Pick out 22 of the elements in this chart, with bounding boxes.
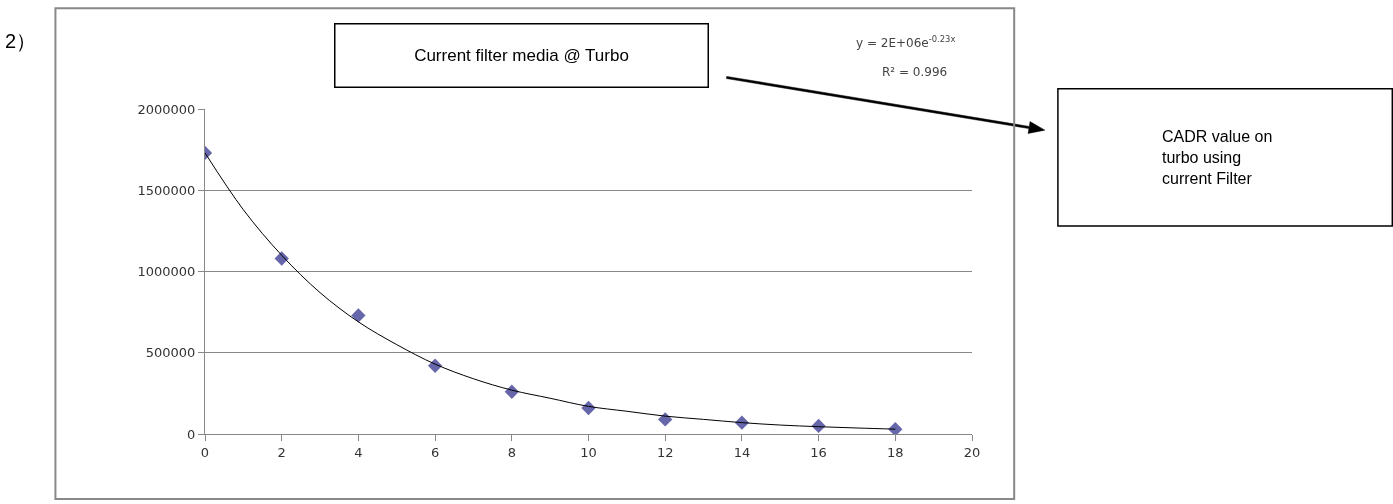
- y-tick-label: 1000000: [137, 264, 196, 280]
- text: CADR value on turbo using current Filter: [1162, 128, 1273, 187]
- y-tick-label: 500000: [145, 345, 196, 361]
- y-tick-label: 0: [187, 426, 196, 442]
- text: Current filter media @ Turbo: [414, 46, 629, 65]
- x-tick-label: 0: [200, 444, 210, 460]
- x-tick-label: 14: [733, 444, 751, 460]
- x-tick-label: 8: [507, 444, 516, 460]
- x-tick-label: 12: [656, 444, 674, 460]
- x-tick-label: 6: [430, 444, 440, 460]
- x-tick-label: 18: [887, 444, 904, 460]
- y-tick-label: 1500000: [137, 182, 196, 198]
- text: R² = 0.996: [882, 65, 948, 79]
- y-tick-label: 2000000: [137, 101, 196, 117]
- point: [351, 308, 366, 323]
- x-tick-label: 4: [354, 444, 363, 460]
- x-tick-label: 20: [963, 444, 981, 460]
- x-tick-label: 2: [277, 444, 286, 460]
- x-tick-label: 16: [810, 444, 827, 460]
- text: y = 2E+06e$^{-0.23x}$: [856, 34, 956, 51]
- x-tick-label: 10: [580, 444, 597, 460]
- text: 2）: [5, 30, 37, 52]
